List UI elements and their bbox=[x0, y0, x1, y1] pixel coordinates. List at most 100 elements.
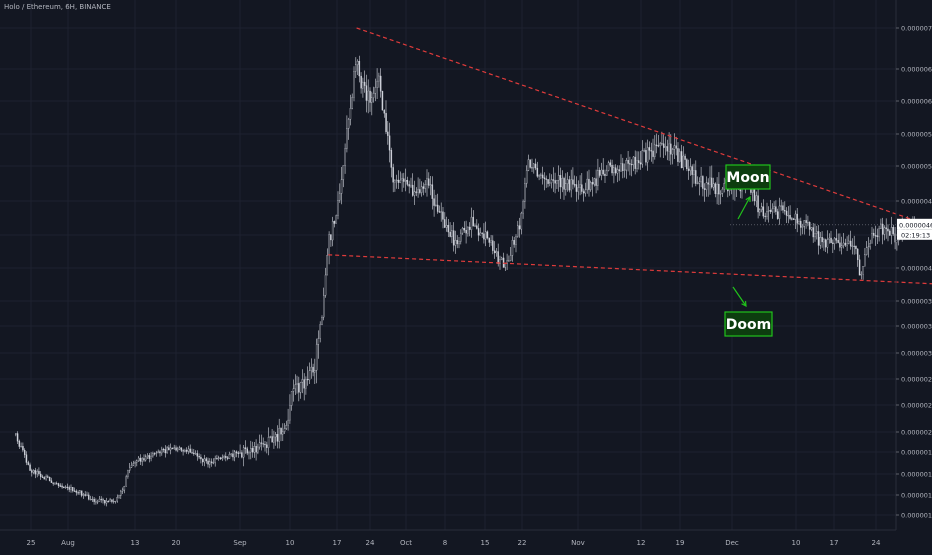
candle-body bbox=[533, 163, 535, 169]
candle-body bbox=[47, 476, 49, 478]
candle-body bbox=[107, 500, 110, 503]
candle-body bbox=[467, 226, 469, 234]
candles bbox=[15, 55, 918, 507]
candle-body bbox=[531, 167, 533, 169]
candle-body bbox=[193, 452, 195, 454]
candle-body bbox=[383, 110, 385, 114]
candle-body bbox=[826, 239, 829, 248]
time-axis[interactable]: 25 Aug 13 20 Sep 10 17 24 Oct 8 15 22 Nov 12 19 Dec 10 17… bbox=[0, 529, 896, 547]
candle-body bbox=[805, 220, 807, 223]
candle-body bbox=[629, 163, 631, 165]
candle-body bbox=[787, 215, 790, 217]
candle-body bbox=[515, 236, 517, 245]
candle-body bbox=[96, 501, 99, 503]
candle-body bbox=[43, 477, 45, 480]
candle-body bbox=[874, 235, 877, 237]
time-tick-label: 12 bbox=[637, 539, 646, 547]
candle-body bbox=[125, 476, 127, 487]
candle-body bbox=[814, 233, 816, 238]
candle-body bbox=[552, 179, 555, 181]
candle-body bbox=[590, 182, 592, 190]
candle-body bbox=[614, 167, 617, 174]
candle-body bbox=[563, 178, 565, 190]
candle-body bbox=[242, 447, 245, 458]
candle-body bbox=[95, 501, 97, 503]
moon-label[interactable]: Moon bbox=[725, 164, 771, 190]
candle-body bbox=[463, 228, 466, 231]
candle-body bbox=[803, 220, 806, 227]
candle-body bbox=[892, 227, 895, 234]
time-tick-label: 8 bbox=[443, 539, 447, 547]
candle-body bbox=[623, 169, 626, 171]
candle-body bbox=[554, 180, 556, 184]
candle-body bbox=[155, 452, 158, 454]
candle-body bbox=[70, 487, 72, 490]
candle-body bbox=[323, 295, 325, 318]
chart-title: Holo / Ethereum, 6H, BINANCE bbox=[4, 3, 111, 11]
candle-body bbox=[59, 485, 62, 487]
candle-body bbox=[196, 453, 199, 457]
candle-body bbox=[159, 451, 161, 454]
candle-body bbox=[244, 447, 247, 449]
candle-body bbox=[518, 225, 521, 230]
candle-body bbox=[283, 428, 286, 432]
candle-body bbox=[759, 209, 761, 213]
candle-body bbox=[290, 391, 293, 406]
candle-body bbox=[566, 179, 569, 184]
candle-body bbox=[73, 490, 76, 492]
candle-body bbox=[89, 499, 92, 501]
candle-body bbox=[808, 222, 811, 230]
candle-body bbox=[308, 370, 311, 381]
candle-body bbox=[707, 182, 709, 185]
candle-body bbox=[445, 225, 448, 228]
candle-body bbox=[207, 460, 209, 465]
time-tick-label: 10 bbox=[792, 539, 801, 547]
candle-body bbox=[771, 208, 773, 212]
candle-body bbox=[376, 80, 378, 88]
time-tick-label: 17 bbox=[333, 539, 342, 547]
candle-body bbox=[440, 211, 442, 213]
candle-body bbox=[493, 250, 496, 254]
moon-arrow[interactable] bbox=[737, 195, 751, 220]
candle-body bbox=[766, 211, 768, 217]
candle-body bbox=[778, 205, 781, 219]
candle-body bbox=[486, 231, 489, 239]
candle-body bbox=[424, 184, 426, 189]
candle-body bbox=[29, 464, 31, 471]
candle-body bbox=[255, 446, 257, 453]
candle-body bbox=[38, 471, 40, 475]
candle-body bbox=[703, 188, 706, 190]
candle-body bbox=[789, 215, 791, 219]
candle-body bbox=[177, 448, 179, 451]
time-tick-label: 10 bbox=[286, 539, 295, 547]
candle-body bbox=[807, 222, 809, 224]
candle-body bbox=[25, 454, 28, 463]
candle-body bbox=[723, 183, 725, 190]
candle-body bbox=[216, 458, 218, 460]
candle-body bbox=[524, 183, 526, 202]
price-tick-label: 0.00000220 bbox=[901, 429, 932, 437]
candle-body bbox=[339, 193, 341, 201]
doom-label[interactable]: Doom bbox=[724, 311, 773, 337]
candle-body bbox=[392, 167, 394, 183]
candle-body bbox=[791, 218, 793, 220]
resistance-trendline[interactable] bbox=[356, 27, 932, 256]
candle-body bbox=[330, 234, 332, 241]
candle-body bbox=[668, 143, 670, 152]
doom-arrow[interactable] bbox=[732, 286, 747, 308]
candle-body bbox=[226, 457, 229, 459]
candle-body bbox=[344, 148, 346, 166]
candle-body bbox=[173, 447, 175, 449]
support-trendline[interactable] bbox=[328, 254, 932, 288]
candle-body bbox=[780, 205, 782, 207]
candle-body bbox=[310, 366, 312, 371]
candle-body bbox=[634, 156, 636, 169]
candle-body bbox=[331, 221, 334, 241]
moon-label-text: Moon bbox=[726, 170, 769, 186]
candle-body bbox=[721, 188, 724, 194]
candle-body bbox=[819, 237, 822, 246]
candle-body bbox=[166, 447, 168, 454]
candle-body bbox=[358, 61, 361, 77]
candle-body bbox=[638, 160, 640, 163]
